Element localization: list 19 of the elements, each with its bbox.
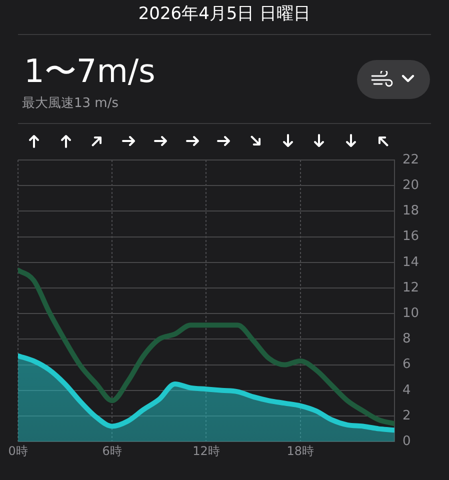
y-tick-label: 8 (402, 332, 411, 347)
y-tick-label: 14 (402, 254, 420, 270)
x-tick-label: 18時 (286, 444, 314, 458)
x-tick-label: 12時 (192, 444, 220, 458)
y-tick-label: 22 (402, 152, 420, 168)
y-tick-label: 18 (402, 204, 420, 219)
y-tick-label: 20 (402, 178, 420, 193)
y-tick-label: 10 (402, 306, 420, 321)
text: 最大風速13 m/s (22, 95, 118, 112)
y-tick-label: 6 (402, 357, 411, 372)
y-tick-label: 2 (402, 408, 411, 424)
chart-title: 2026年4月5日 日曜日 (137, 3, 312, 25)
y-tick-label: 0 (402, 434, 411, 449)
y-tick-label: 12 (402, 280, 420, 296)
chart-subtitle: 1〜7m/s (24, 51, 156, 92)
x-tick-label: 6時 (102, 444, 122, 458)
y-tick-label: 4 (402, 382, 411, 398)
y-tick-label: 16 (402, 229, 420, 244)
x-tick-label: 0時 (8, 444, 28, 458)
